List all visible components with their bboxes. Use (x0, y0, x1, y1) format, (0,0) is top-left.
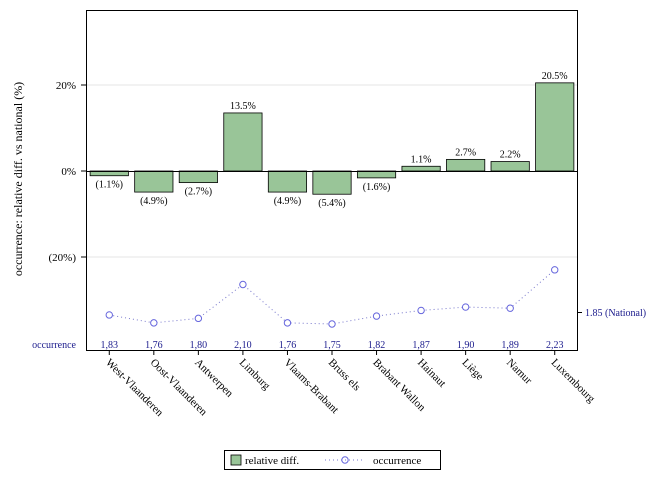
occurrence-row-label: occurrence (32, 340, 76, 351)
occurrence-point (194, 314, 203, 323)
bar (401, 165, 441, 172)
x-tick-label: Bruss els (326, 357, 363, 394)
occurrence-value: 2,23 (546, 340, 564, 351)
occurrence-value: 1,83 (101, 340, 119, 351)
bar-labels: (1.1%) (4.9%) (2.7%) 13.5% (4.9%) (5.4%) (1.6%… (96, 71, 568, 209)
bar-value-label: 2.2% (500, 150, 521, 161)
bar-value-label: 20.5% (542, 71, 568, 82)
x-tick-label: Luxembourg (549, 357, 598, 406)
bar (446, 158, 486, 172)
bar-value-label: 13.5% (230, 101, 256, 112)
bar (356, 170, 397, 179)
bar-value-label: (2.7%) (185, 187, 213, 198)
x-tick-label: Liège (460, 357, 486, 383)
bar-value-label: (1.6%) (363, 182, 391, 193)
x-tick-label: Namur (504, 357, 534, 387)
occurrence-point (417, 306, 425, 315)
x-tick-label: Hainaut (415, 357, 448, 390)
legend: relative diff. occurrence (224, 450, 441, 470)
national-label: 1.85 (National) (585, 308, 646, 319)
legend-bar-swatch (230, 454, 242, 466)
occurrence-value: 1,90 (457, 340, 475, 351)
bar (178, 170, 218, 184)
grid-lines (87, 84, 577, 258)
occurrence-line (105, 266, 559, 328)
legend-line-label: occurrence (373, 455, 421, 467)
y-axis-label: occurrence: relative diff. vs national (… (11, 82, 25, 276)
occurrence-value: 1,75 (323, 340, 341, 351)
bar (535, 82, 575, 172)
y-ticks: 20% 0% (20%) (49, 80, 86, 264)
x-tick-label: Limburg (237, 357, 273, 393)
bar-value-label: (4.9%) (140, 196, 168, 207)
bar (267, 170, 308, 193)
y-tick-label: 20% (56, 80, 76, 92)
bar-value-label: 1.1% (411, 154, 432, 165)
occurrence-value: 1,82 (368, 340, 386, 351)
occurrence-point (150, 319, 158, 327)
bar (223, 112, 263, 172)
occurrence-point (105, 311, 113, 319)
occurrence-value: 1,76 (145, 340, 163, 351)
bar-value-label: (5.4%) (318, 198, 346, 209)
bar-value-label: (4.9%) (274, 196, 302, 207)
occurrence-point (506, 304, 514, 312)
bars (89, 82, 575, 195)
y-tick-label: (20%) (49, 252, 77, 264)
bar (490, 161, 530, 172)
occurrence-value: 1,89 (501, 340, 519, 351)
y-tick-label: 0% (61, 166, 76, 178)
occurrence-point (551, 266, 559, 274)
occurrence-value: 2,10 (234, 340, 252, 351)
occurrence-value: 1,76 (279, 340, 297, 351)
occurrence-values: 1,83 1,76 1,80 2,10 1,76 1,75 1,82 1,87 1,90 1,89… (101, 340, 564, 351)
occurrence-point (372, 312, 381, 320)
bar (134, 170, 174, 193)
occurrence-point (328, 320, 336, 328)
occurrence-point (461, 303, 470, 311)
occurrence-point (283, 319, 292, 327)
legend-box (224, 450, 441, 470)
legend-bar-label: relative diff. (245, 455, 299, 467)
occurrence-value: 1,87 (412, 340, 430, 351)
bar (312, 170, 352, 195)
x-tick-label: Antwerpen (192, 357, 235, 400)
occurrence-point (239, 280, 247, 289)
legend-line-marker (341, 456, 349, 464)
bar-value-label: 2.7% (455, 147, 476, 158)
bar-value-label: (1.1%) (96, 180, 124, 191)
occurrence-series-line (109, 269, 556, 325)
occurrence-value: 1,80 (190, 340, 208, 351)
